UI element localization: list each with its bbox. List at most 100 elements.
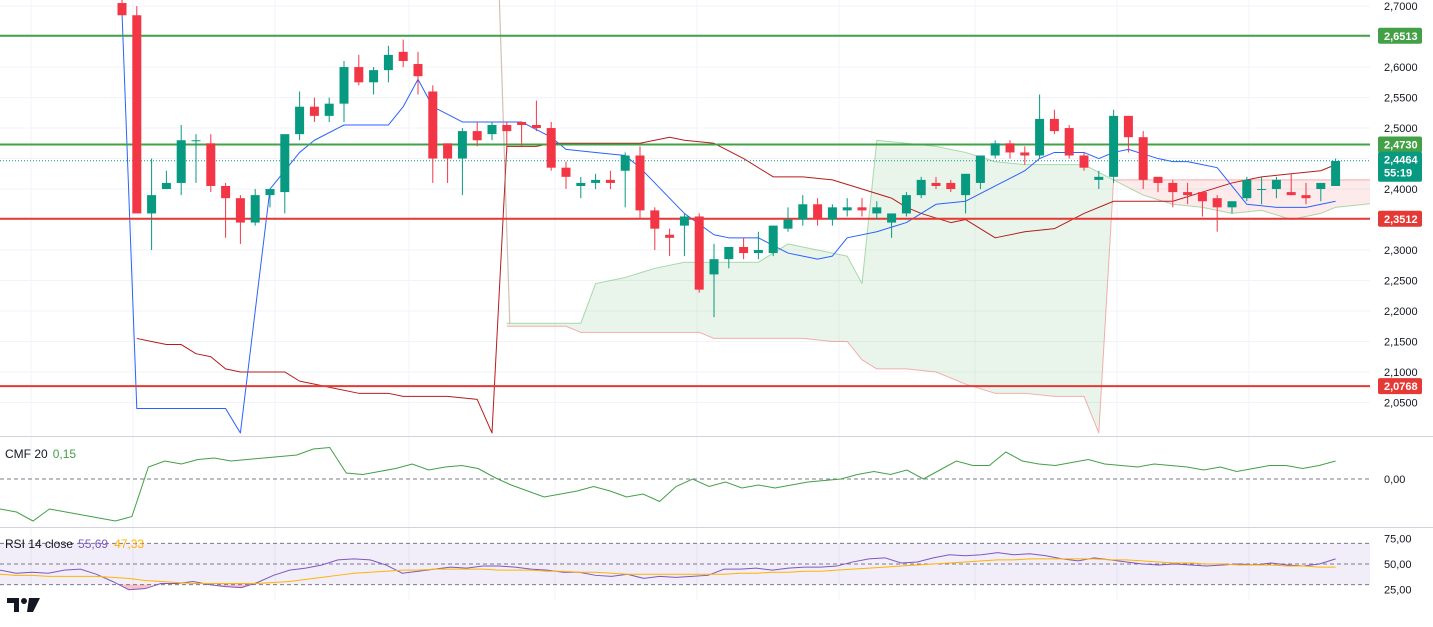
- candle: [1227, 201, 1237, 214]
- candle: [502, 121, 512, 153]
- candle-body: [813, 204, 823, 220]
- candle-body: [457, 131, 467, 159]
- candle-body: [901, 195, 911, 214]
- chikou-span-line: [498, 0, 511, 324]
- candle: [679, 213, 689, 257]
- candle: [561, 161, 571, 190]
- candle: [235, 195, 245, 244]
- price-tick-label: 2,3000: [1384, 245, 1418, 257]
- candle-body: [221, 185, 231, 199]
- candle: [990, 140, 1000, 159]
- candle-body: [724, 246, 734, 260]
- candle-body: [472, 131, 482, 141]
- candle: [354, 54, 364, 86]
- candle-body: [827, 207, 837, 220]
- candle: [1153, 176, 1163, 193]
- candle-body: [383, 54, 393, 71]
- candle-body: [1079, 155, 1089, 168]
- candle: [1331, 158, 1341, 186]
- rsi-legend: RSI 14 close 55,69 47,33: [5, 537, 144, 551]
- candle-body: [739, 246, 749, 254]
- candle: [635, 146, 645, 220]
- level-label-text: 2,0768: [1384, 381, 1418, 393]
- candle: [250, 189, 260, 226]
- candle-body: [1064, 128, 1074, 156]
- candle-body: [147, 195, 157, 214]
- candle: [546, 121, 556, 171]
- cmf-value: 0,15: [52, 447, 77, 461]
- last-price-box: [1378, 151, 1422, 182]
- level-price-label: 2,0768: [1378, 378, 1422, 395]
- candle-body: [561, 167, 571, 177]
- level-label-box: [1378, 27, 1422, 44]
- candle: [1168, 179, 1178, 208]
- candle: [813, 198, 823, 226]
- candle-body: [783, 219, 793, 229]
- candle-body: [1035, 118, 1045, 156]
- last-price-text: 2,4464: [1384, 155, 1419, 167]
- candle-body: [1123, 115, 1133, 138]
- candle: [324, 97, 334, 122]
- candle: [1123, 115, 1133, 153]
- cmf-line: [0, 446, 1336, 522]
- candle: [1316, 182, 1326, 202]
- candle: [1005, 140, 1015, 159]
- level-price-label: 2,4730: [1378, 136, 1422, 153]
- candle-body: [1020, 152, 1030, 156]
- candle: [309, 97, 319, 122]
- price-axis: 2,70002,65002,60002,55002,50002,45002,40…: [1378, 1, 1422, 409]
- candle: [975, 155, 985, 190]
- candle: [694, 213, 704, 293]
- candle: [753, 231, 763, 260]
- candle: [1242, 176, 1252, 202]
- candle: [1094, 170, 1104, 190]
- candle-body: [487, 125, 497, 135]
- price-tick-label: 2,7000: [1384, 1, 1418, 13]
- candle: [591, 173, 601, 190]
- candle-body: [546, 128, 556, 168]
- candle-body: [694, 216, 704, 290]
- candle-body: [517, 121, 527, 126]
- rsi-oversold-fill: [217, 584, 250, 588]
- candle-body: [872, 207, 882, 214]
- candle: [1138, 131, 1148, 190]
- candle: [650, 207, 660, 251]
- rsi-ma-line: [0, 558, 1336, 585]
- candle-body: [1049, 118, 1059, 132]
- candle: [1109, 109, 1119, 183]
- candle: [798, 195, 808, 226]
- candle-body: [354, 67, 364, 83]
- candle-body: [1212, 198, 1222, 208]
- candle: [1212, 195, 1222, 232]
- candle: [1197, 192, 1207, 217]
- candle: [369, 67, 379, 95]
- candle: [620, 152, 630, 208]
- price-tick-label: 2,4000: [1384, 184, 1418, 196]
- candle: [472, 121, 482, 147]
- candle: [487, 121, 497, 141]
- candle: [147, 158, 157, 251]
- candle: [295, 91, 305, 141]
- rsi-tick-label: 50,00: [1384, 559, 1412, 571]
- tradingview-logo-icon: [7, 598, 40, 612]
- candle: [739, 237, 749, 260]
- candle: [709, 243, 719, 318]
- candle: [827, 204, 837, 226]
- candle-body: [502, 125, 512, 132]
- candle-body: [324, 103, 334, 116]
- level-label-box: [1378, 136, 1422, 153]
- candle: [132, 6, 142, 214]
- candle-body: [709, 259, 719, 275]
- candle: [1183, 182, 1193, 205]
- candle-body: [176, 140, 186, 183]
- candle: [1064, 125, 1074, 159]
- candle: [872, 201, 882, 220]
- candle-body: [1094, 176, 1104, 180]
- candle-body: [1138, 137, 1148, 180]
- price-tick-label: 2,0500: [1384, 397, 1418, 409]
- candle-body: [1183, 192, 1193, 196]
- candle: [931, 176, 941, 190]
